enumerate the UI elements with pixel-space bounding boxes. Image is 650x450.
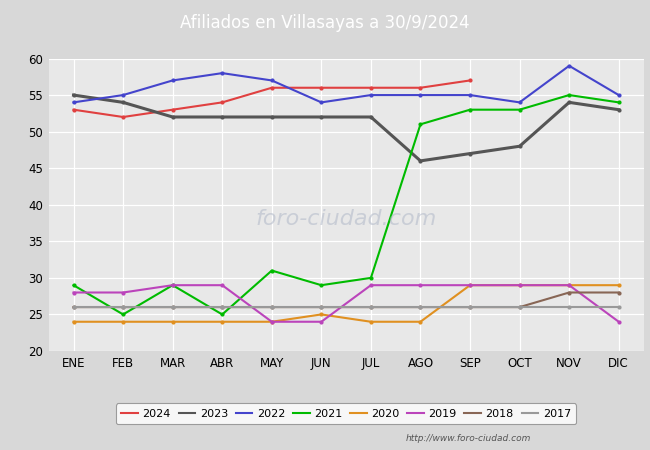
Legend: 2024, 2023, 2022, 2021, 2020, 2019, 2018, 2017: 2024, 2023, 2022, 2021, 2020, 2019, 2018… (116, 403, 577, 424)
Text: foro-ciudad.com: foro-ciudad.com (255, 209, 437, 230)
Text: http://www.foro-ciudad.com: http://www.foro-ciudad.com (406, 434, 530, 443)
Text: Afiliados en Villasayas a 30/9/2024: Afiliados en Villasayas a 30/9/2024 (180, 14, 470, 32)
